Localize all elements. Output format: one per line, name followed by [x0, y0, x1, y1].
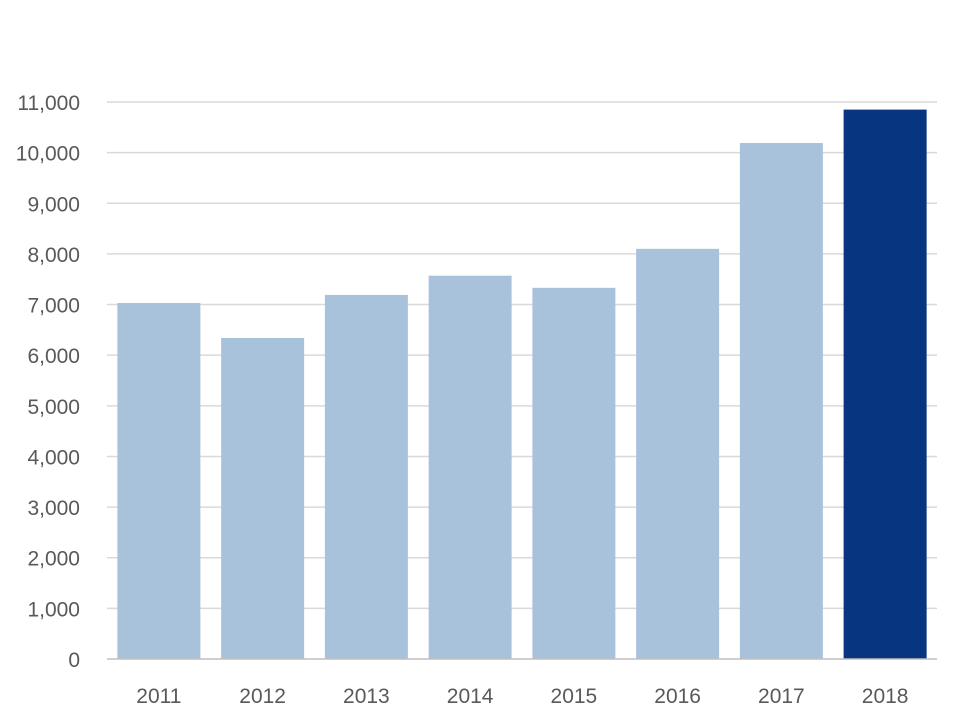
y-axis-tick-labels: 0 1,000 2,000 3,000 4,000 5,000 6,000 7,000 8,00… — [16, 92, 80, 672]
x-tick-label: 2013 — [343, 685, 390, 708]
y-tick-label: 11,000 — [17, 92, 80, 115]
bar-2015 — [532, 287, 616, 659]
y-tick-label: 10,000 — [16, 143, 80, 166]
bar-2011 — [117, 303, 201, 659]
bar-2014 — [428, 275, 512, 659]
bars — [117, 109, 927, 660]
y-tick-label: 1,000 — [27, 598, 80, 621]
x-tick-label: 2017 — [758, 685, 805, 708]
y-tick-label: 5,000 — [27, 396, 80, 419]
y-tick-label: 0 — [68, 649, 80, 672]
bar-2016 — [636, 248, 720, 659]
y-tick-label: 7,000 — [27, 295, 80, 318]
x-tick-label: 2016 — [654, 685, 701, 708]
y-tick-label: 2,000 — [27, 548, 80, 571]
bar-2012 — [221, 337, 305, 659]
bar-2013 — [324, 294, 408, 659]
y-tick-label: 9,000 — [27, 193, 80, 216]
x-tick-label: 2012 — [239, 685, 286, 708]
y-tick-label: 3,000 — [27, 497, 80, 520]
y-tick-label: 6,000 — [27, 345, 80, 368]
x-tick-label: 2011 — [136, 685, 181, 708]
x-tick-label: 2014 — [447, 685, 494, 708]
bar-2018 — [843, 109, 927, 659]
bar-2017 — [739, 143, 823, 660]
y-tick-label: 4,000 — [27, 446, 80, 469]
x-tick-label: 2015 — [551, 685, 598, 708]
x-tick-label: 2018 — [862, 685, 909, 708]
x-axis-tick-labels: 2011 2012 2013 2014 2015 2016 2017 2018 — [136, 685, 908, 708]
y-tick-label: 8,000 — [27, 244, 80, 267]
